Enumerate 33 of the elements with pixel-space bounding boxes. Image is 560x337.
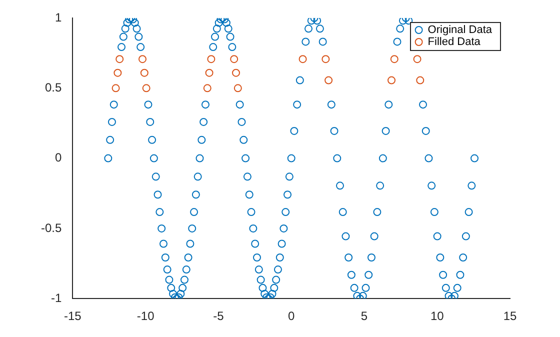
- legend-label: Filled Data: [428, 36, 482, 48]
- x-tick-label: 0: [288, 309, 295, 324]
- point: [207, 55, 216, 64]
- point: [203, 84, 212, 92]
- legend-label: Original Data: [428, 24, 493, 36]
- y-tick-label: -0.5: [40, 220, 62, 235]
- point: [232, 68, 240, 77]
- y-tick-label: 0: [54, 150, 62, 165]
- point: [114, 68, 122, 77]
- point: [390, 55, 398, 64]
- point: [142, 84, 150, 92]
- x-tick-label: 5: [360, 309, 368, 324]
- y-tick-label: 1: [54, 10, 62, 24]
- point: [112, 84, 120, 92]
- point: [322, 55, 330, 64]
- x-tick-label: 15: [503, 309, 517, 324]
- x-tick-label: -10: [136, 309, 155, 324]
- point: [388, 76, 396, 84]
- point: [324, 76, 333, 84]
- point: [234, 84, 242, 92]
- point: [230, 55, 238, 64]
- point: [416, 76, 424, 84]
- point: [140, 68, 148, 77]
- point: [138, 55, 147, 64]
- x-tick-label: -5: [213, 309, 224, 324]
- point: [298, 55, 307, 64]
- y-tick-label: 0.5: [44, 80, 62, 94]
- y-tick-label: -1: [51, 290, 62, 305]
- point: [205, 68, 214, 77]
- point: [116, 55, 124, 64]
- x-tick-label: 10: [430, 309, 444, 324]
- point: [413, 55, 422, 64]
- x-tick-label: -15: [64, 309, 82, 324]
